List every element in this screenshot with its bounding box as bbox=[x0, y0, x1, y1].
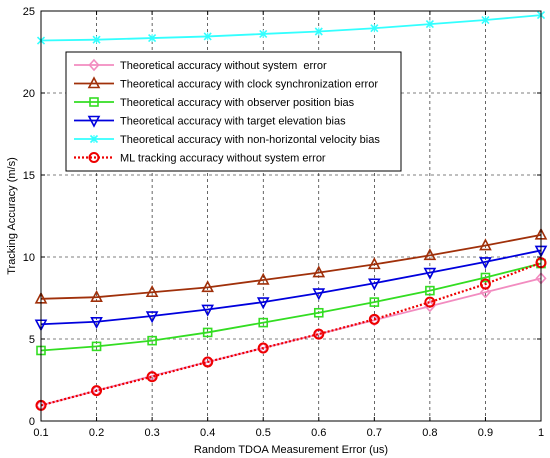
data-point bbox=[90, 289, 103, 302]
data-point bbox=[145, 285, 159, 298]
data-point bbox=[368, 278, 381, 291]
data-point bbox=[203, 32, 212, 41]
data-point bbox=[202, 356, 214, 368]
data-point bbox=[479, 278, 491, 290]
legend-box bbox=[65, 51, 402, 172]
data-point bbox=[424, 296, 436, 308]
x-tick-label: 0.8 bbox=[422, 427, 437, 439]
x-tick-label: 0.4 bbox=[200, 427, 215, 439]
y-tick-label: 5 bbox=[29, 334, 35, 346]
legend-item: Theoretical accuracy with clock synchron… bbox=[74, 76, 378, 91]
legend-item: ML tracking accuracy without system erro… bbox=[74, 152, 326, 165]
y-tick-label: 10 bbox=[23, 252, 35, 264]
legend-marker bbox=[87, 115, 101, 128]
data-point bbox=[423, 267, 437, 280]
series-5 bbox=[36, 11, 546, 45]
data-point bbox=[481, 15, 490, 25]
x-tick-label: 0.9 bbox=[478, 427, 493, 439]
legend-label: Theoretical accuracy without system erro… bbox=[120, 60, 327, 72]
series-line bbox=[40, 262, 542, 352]
data-point bbox=[479, 238, 492, 251]
data-point bbox=[423, 248, 437, 261]
y-axis-title: Tracking Accuracy (m/s) bbox=[6, 157, 18, 275]
series-line bbox=[40, 261, 542, 407]
legend-marker bbox=[88, 58, 100, 72]
legend-marker bbox=[89, 97, 99, 107]
legend-label: Theoretical accuracy with non-horizontal… bbox=[120, 134, 380, 146]
data-point bbox=[368, 313, 380, 327]
data-point bbox=[312, 288, 326, 301]
legend: Theoretical accuracy without system erro… bbox=[65, 51, 402, 172]
legend-label: Theoretical accuracy with target elevati… bbox=[120, 116, 346, 128]
data-point bbox=[91, 385, 103, 397]
data-point bbox=[145, 311, 159, 324]
data-point bbox=[91, 341, 102, 352]
plot-frame bbox=[40, 10, 542, 422]
legend-label: ML tracking accuracy without system erro… bbox=[120, 153, 326, 165]
data-point bbox=[258, 317, 269, 328]
series-2 bbox=[34, 227, 548, 304]
legend-marker bbox=[87, 76, 101, 89]
series-line bbox=[40, 277, 542, 407]
legend-label: Theoretical accuracy with observer posit… bbox=[120, 97, 355, 109]
x-axis-title: Random TDOA Measurement Error (us) bbox=[194, 444, 388, 456]
series-line bbox=[40, 14, 542, 42]
data-point bbox=[201, 304, 214, 317]
legend-item: Theoretical accuracy without system erro… bbox=[74, 58, 327, 72]
x-tick-label: 0.7 bbox=[367, 427, 382, 439]
y-tick-label: 0 bbox=[29, 416, 35, 428]
data-point bbox=[148, 33, 157, 43]
data-point bbox=[201, 280, 214, 293]
data-point bbox=[147, 335, 157, 346]
data-point bbox=[425, 20, 434, 29]
data-point bbox=[312, 265, 326, 278]
data-point bbox=[479, 286, 492, 299]
data-point bbox=[313, 328, 325, 340]
y-tick-label: 15 bbox=[23, 170, 35, 182]
data-point bbox=[146, 371, 158, 383]
data-point bbox=[370, 24, 379, 33]
data-point bbox=[313, 307, 324, 318]
series-4 bbox=[34, 245, 548, 332]
legend-label: Theoretical accuracy with clock synchron… bbox=[120, 79, 378, 91]
data-point bbox=[256, 272, 270, 285]
legend-marker bbox=[89, 134, 99, 144]
data-point bbox=[369, 297, 380, 307]
data-point bbox=[368, 313, 380, 325]
axis-ticks bbox=[40, 10, 542, 422]
data-point bbox=[314, 27, 323, 36]
data-point bbox=[259, 29, 268, 39]
x-tick-label: 0.1 bbox=[33, 427, 48, 439]
data-point bbox=[425, 285, 435, 296]
legend-item: Theoretical accuracy with observer posit… bbox=[74, 97, 355, 109]
data-point bbox=[202, 327, 213, 338]
x-tick-label: 1 bbox=[538, 427, 544, 439]
x-tick-label: 0.3 bbox=[144, 427, 159, 439]
data-point bbox=[256, 297, 270, 310]
x-tick-label: 0.2 bbox=[89, 427, 104, 439]
data-point bbox=[479, 257, 492, 270]
data-point bbox=[257, 342, 269, 354]
series-line bbox=[40, 249, 542, 326]
data-point bbox=[90, 316, 103, 329]
y-tick-label: 20 bbox=[23, 88, 35, 100]
y-tick-label: 25 bbox=[23, 6, 35, 18]
x-tick-label: 0.6 bbox=[311, 427, 326, 439]
series-line bbox=[40, 233, 542, 300]
legend-item: Theoretical accuracy with target elevati… bbox=[74, 116, 346, 128]
data-point bbox=[480, 272, 491, 283]
legend-item: Theoretical accuracy with non-horizontal… bbox=[74, 134, 380, 146]
data-point bbox=[92, 35, 101, 44]
x-tick-label: 0.5 bbox=[256, 427, 271, 439]
legend-marker bbox=[88, 152, 100, 163]
data-point bbox=[368, 257, 381, 270]
